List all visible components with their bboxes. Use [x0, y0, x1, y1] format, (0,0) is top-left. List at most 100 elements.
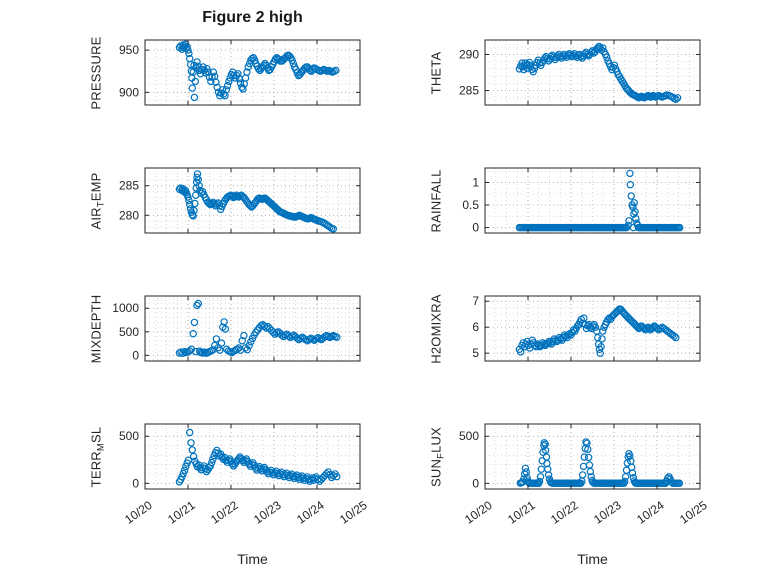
data-point — [598, 335, 606, 343]
data-point — [520, 475, 528, 483]
data-point — [578, 471, 587, 479]
data-point — [205, 73, 214, 81]
data-point — [294, 473, 302, 482]
data-point — [184, 46, 192, 54]
data-point — [185, 196, 193, 205]
data-point — [632, 214, 640, 223]
data-point — [257, 465, 265, 473]
subplot-pressure: 900 950 — [119, 39, 361, 106]
y-tick-label: 285 — [459, 84, 479, 98]
data-point — [203, 64, 211, 73]
y-tick-label: 285 — [119, 179, 139, 193]
x-axis-label-right: Time — [577, 551, 608, 567]
data-point — [269, 328, 277, 336]
y-tick-label: 950 — [119, 43, 139, 57]
data-point — [525, 58, 534, 67]
data-point — [584, 445, 592, 454]
data-point — [236, 79, 245, 87]
data-point — [220, 318, 228, 326]
data-point — [661, 479, 670, 487]
data-point — [322, 470, 331, 478]
axes-box — [144, 295, 361, 362]
data-point — [305, 335, 313, 343]
data-point — [593, 327, 601, 335]
data-point — [217, 339, 226, 347]
data-point — [193, 58, 201, 66]
data-point — [263, 468, 271, 476]
data-point — [189, 330, 197, 338]
y-tick-label: 7 — [472, 294, 479, 308]
data-point — [628, 469, 637, 477]
data-point — [222, 456, 230, 464]
data-point — [299, 474, 307, 483]
x-tick-label: 10/21 — [505, 498, 538, 527]
data-point — [268, 469, 276, 477]
data-point — [188, 446, 196, 454]
data-point — [566, 51, 575, 59]
data-point — [332, 66, 340, 75]
subplot-rainfall: 00.51 — [462, 167, 701, 235]
axes-box — [484, 423, 701, 490]
data-point — [629, 203, 637, 211]
data-point — [599, 327, 607, 335]
data-point — [212, 335, 221, 343]
data-point — [196, 464, 204, 472]
subplot-h2omixra: 5 6 7 — [472, 294, 701, 362]
data-point — [289, 472, 297, 481]
y-axis-label-text: SL — [88, 426, 104, 443]
data-point — [207, 77, 215, 86]
data-point — [594, 44, 602, 52]
data-point — [329, 225, 337, 233]
data-point — [251, 464, 260, 472]
data-point — [209, 455, 217, 463]
subplot-terr-msl: 0 500 10/20 10/21 10/22 10/23 10/24 10/25 — [119, 423, 370, 527]
data-point — [626, 452, 634, 460]
data-point — [178, 473, 186, 481]
data-point — [250, 56, 259, 65]
data-point — [535, 479, 543, 487]
subplot-sun-flux: 0 500 10/20 10/21 10/22 10/23 10/24 10/25 — [459, 423, 710, 527]
data-point — [184, 193, 192, 201]
data-point — [218, 86, 227, 94]
data-point — [199, 63, 207, 71]
y-tick-label: 500 — [119, 429, 139, 443]
subplot-air-temp: 280 285 — [119, 167, 361, 234]
data-point — [292, 65, 300, 74]
data-point — [190, 318, 199, 327]
data-point — [209, 68, 218, 76]
y-axis-label-mixdepth: MIXDEPTH — [89, 294, 104, 363]
data-point — [620, 479, 628, 487]
y-axis-label-rainfall: RAINFALL — [429, 169, 444, 232]
x-tick-label: 10/21 — [165, 498, 198, 527]
data-point — [580, 453, 589, 461]
y-tick-label: 900 — [119, 85, 139, 99]
data-point — [216, 346, 224, 354]
data-point — [526, 62, 535, 70]
data-point — [577, 479, 585, 487]
y-tick-label: 0 — [132, 476, 139, 490]
data-point — [529, 68, 537, 76]
x-tick-label: 10/24 — [634, 498, 667, 527]
axes-box — [484, 295, 701, 362]
data-point — [672, 95, 680, 103]
data-point — [597, 343, 605, 351]
data-point — [194, 299, 202, 308]
y-axis-label-text: MIXDEPTH — [88, 294, 104, 363]
data-point — [245, 341, 253, 350]
y-tick-label: 5 — [472, 346, 479, 360]
y-axis-label-text: EMP — [88, 171, 104, 201]
data-point — [537, 465, 546, 473]
y-axis-label-text: THETA — [428, 51, 444, 94]
data-point — [191, 77, 199, 86]
y-axis-label-text: RAINFALL — [428, 168, 444, 233]
data-point — [676, 223, 684, 232]
axes-box — [484, 167, 701, 234]
y-axis-label-text: PRESSURE — [88, 35, 104, 110]
x-tick-label: 10/25 — [337, 498, 370, 527]
y-tick-label: 500 — [459, 429, 479, 443]
data-point — [544, 339, 552, 347]
data-point — [536, 473, 545, 481]
y-axis-label-subscript: T — [95, 200, 106, 207]
